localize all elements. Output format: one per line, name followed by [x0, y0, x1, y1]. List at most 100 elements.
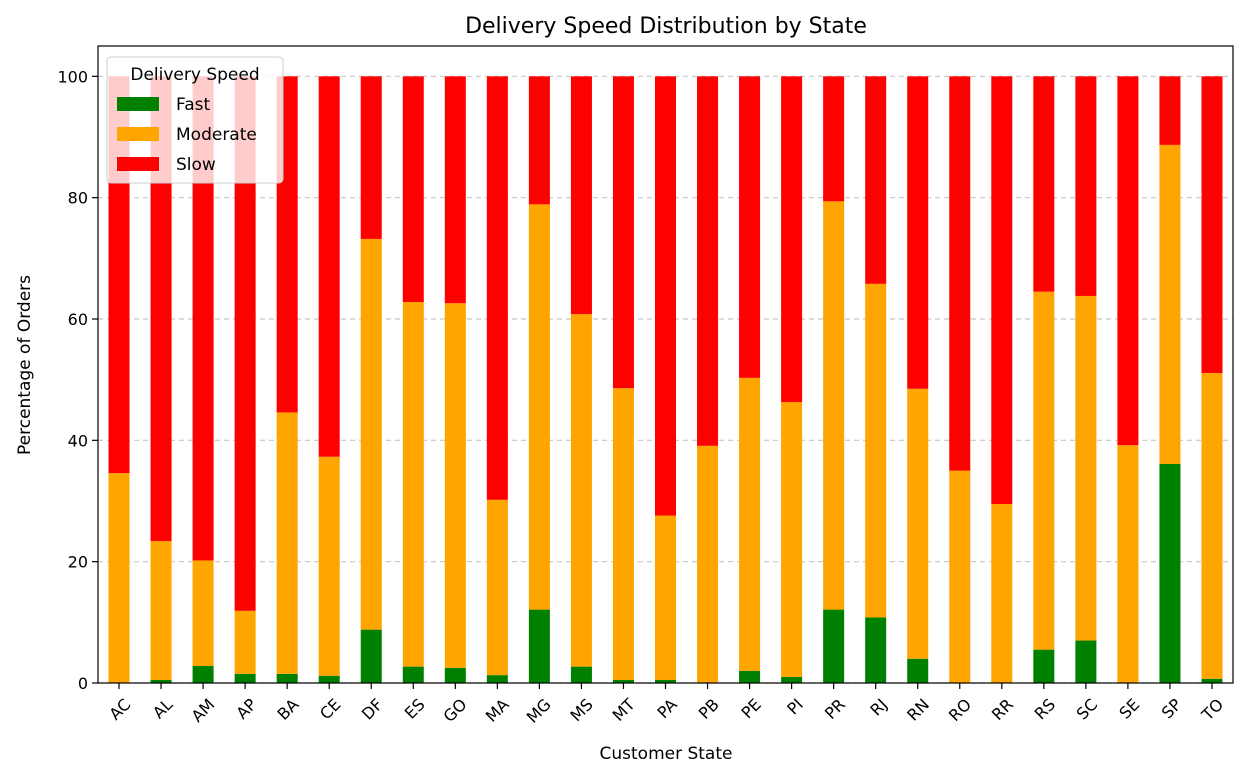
bar-fast-mg [528, 609, 550, 683]
bars [108, 76, 1223, 683]
bar-slow-rn [907, 76, 929, 389]
bar-fast-go [444, 667, 466, 683]
bar-fast-al [150, 679, 172, 683]
bar-moderate-rj [865, 283, 887, 618]
bar-fast-rn [907, 658, 929, 683]
bar-slow-ce [318, 76, 340, 457]
bar-slow-rj [865, 76, 887, 284]
bar-fast-rs [1033, 649, 1055, 683]
bar-moderate-pb [697, 445, 719, 683]
bar-fast-ma [486, 675, 508, 683]
x-tick-label: MT [609, 695, 639, 725]
bar-moderate-rr [991, 504, 1013, 683]
x-tick-label: PR [821, 695, 849, 723]
bar-fast-pr [823, 609, 845, 683]
legend: Delivery Speed Fast Moderate Slow [106, 56, 284, 184]
x-tick-label: TO [1197, 695, 1227, 725]
bar-moderate-pr [823, 201, 845, 610]
bar-moderate-ce [318, 456, 340, 676]
x-tick-label: AC [105, 695, 134, 724]
bar-fast-ba [276, 673, 298, 683]
x-tick-label: MG [523, 695, 555, 727]
bar-slow-ro [949, 76, 971, 471]
bar-slow-pr [823, 76, 845, 202]
x-tick-label: DF [358, 695, 387, 724]
bar-fast-df [360, 629, 382, 683]
x-tick-label: AL [149, 695, 177, 723]
bar-fast-sp [1159, 463, 1181, 683]
bar-fast-rj [865, 617, 887, 683]
x-tick-label: SE [1115, 695, 1143, 723]
bar-slow-am [192, 76, 214, 561]
bar-slow-mt [612, 76, 634, 389]
bar-slow-ap [234, 76, 256, 611]
bar-slow-se [1117, 76, 1139, 446]
bar-fast-mt [612, 679, 634, 683]
bar-moderate-mt [612, 388, 634, 680]
bar-moderate-rn [907, 388, 929, 659]
x-tick-label: MS [566, 695, 596, 725]
bar-fast-es [402, 666, 424, 683]
x-tick-label: SP [1158, 695, 1186, 723]
legend-label-slow: Slow [176, 155, 216, 175]
bar-slow-ms [570, 76, 592, 315]
y-axis-ticks: 0 20 40 60 80 100 [57, 67, 98, 693]
x-axis-label: Customer State [600, 744, 733, 764]
legend-label-moderate: Moderate [176, 125, 257, 145]
x-tick-label: PB [695, 695, 723, 723]
bar-moderate-df [360, 238, 382, 630]
bar-slow-df [360, 76, 382, 239]
bar-moderate-to [1201, 372, 1223, 679]
x-tick-label: RS [1031, 695, 1059, 723]
x-tick-label: RJ [866, 695, 891, 720]
x-tick-label: GO [440, 695, 471, 726]
bar-slow-sp [1159, 76, 1181, 145]
bar-fast-ms [570, 666, 592, 683]
y-tick-label: 0 [78, 674, 88, 693]
x-tick-label: SC [1073, 695, 1102, 724]
bar-moderate-es [402, 302, 424, 667]
x-tick-label: CE [316, 695, 344, 723]
x-tick-label: BA [274, 695, 303, 724]
x-tick-label: RO [945, 695, 975, 725]
bar-fast-ap [234, 673, 256, 683]
bar-fast-ce [318, 675, 340, 683]
legend-swatch-moderate [117, 127, 159, 141]
bar-moderate-sp [1159, 144, 1181, 464]
bar-slow-al [150, 76, 172, 542]
bar-moderate-ro [949, 470, 971, 683]
bar-slow-pb [697, 76, 719, 446]
bar-fast-sc [1075, 640, 1097, 683]
bar-moderate-pa [654, 515, 677, 680]
legend-label-fast: Fast [176, 95, 210, 115]
bar-moderate-mg [528, 204, 550, 610]
x-axis-ticks: AC AL AM AP BA CE DF ES GO MA MG MS MT PA PB PE PI PR RJ RN… [105, 683, 1227, 727]
bar-moderate-ma [486, 499, 508, 676]
y-tick-label: 100 [57, 67, 88, 86]
bar-moderate-sc [1075, 295, 1097, 641]
bar-slow-mg [528, 76, 550, 205]
x-tick-label: ES [401, 695, 429, 723]
bar-slow-pi [781, 76, 803, 403]
bar-slow-rr [991, 76, 1013, 505]
y-tick-label: 60 [68, 310, 88, 329]
legend-swatch-fast [117, 97, 159, 111]
x-tick-label: PA [654, 695, 681, 722]
bar-fast-to [1201, 678, 1223, 683]
x-tick-label: AP [232, 695, 260, 723]
bar-moderate-pi [781, 402, 803, 677]
legend-swatch-slow [117, 157, 159, 171]
bar-fast-am [192, 666, 214, 683]
bar-slow-es [402, 76, 424, 303]
bar-moderate-ms [570, 314, 592, 667]
bar-fast-pe [739, 670, 761, 683]
y-axis-label: Percentage of Orders [15, 275, 35, 455]
x-tick-label: PE [737, 695, 764, 722]
bar-moderate-go [444, 303, 466, 668]
bar-slow-sc [1075, 76, 1097, 296]
bar-moderate-pe [739, 377, 761, 671]
x-tick-label: RN [903, 695, 933, 725]
x-tick-label: PI [783, 695, 807, 719]
legend-box [106, 56, 284, 184]
